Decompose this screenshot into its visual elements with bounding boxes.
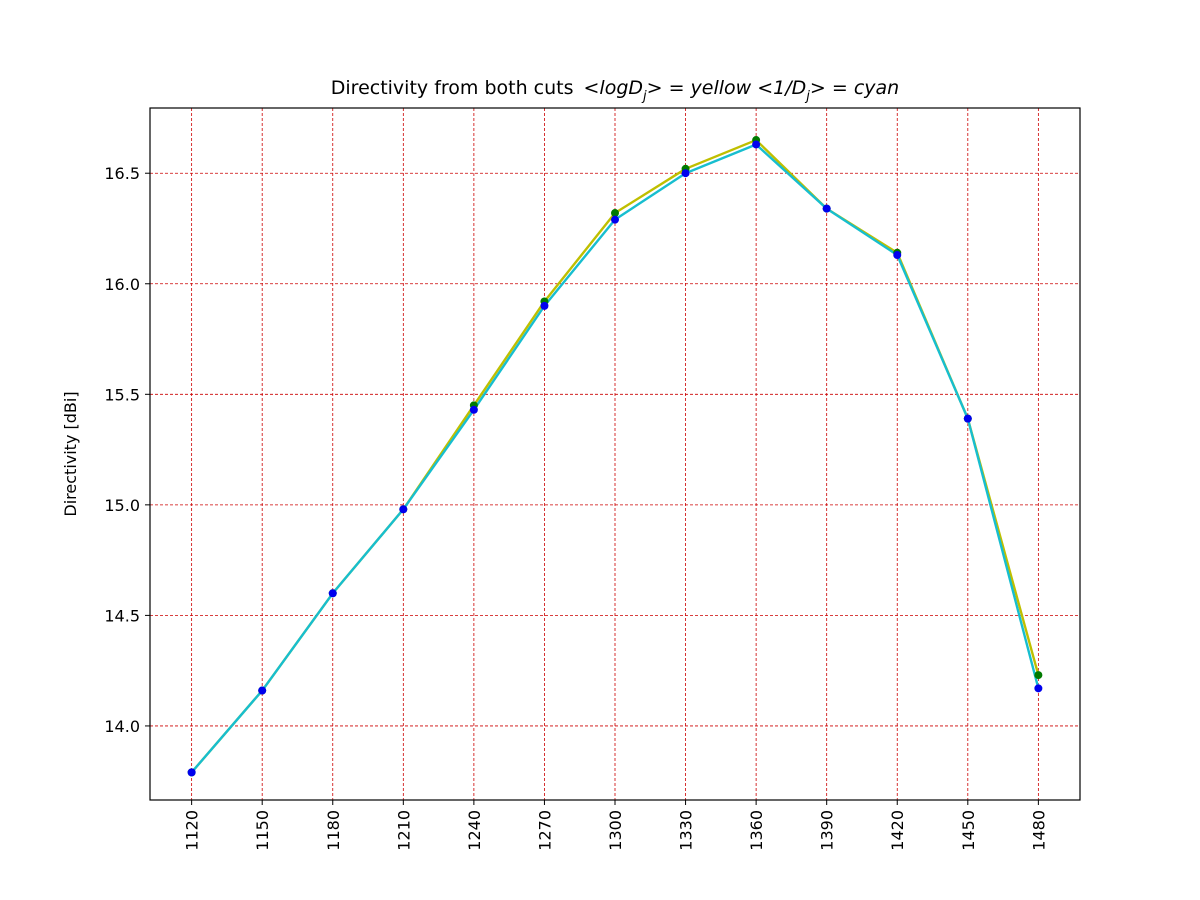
chart-title-prefix: Directivity from both cuts bbox=[331, 77, 574, 99]
x-tick-label: 1210 bbox=[394, 810, 413, 851]
y-tick-label: 16.5 bbox=[104, 164, 140, 183]
chart-title-sub1: j bbox=[641, 89, 647, 104]
y-tick-label: 15.5 bbox=[104, 385, 140, 404]
x-tick-label: 1330 bbox=[677, 810, 696, 851]
series-2-point bbox=[822, 204, 831, 213]
x-tick-label: 1240 bbox=[465, 810, 484, 851]
x-tick-label: 1120 bbox=[183, 810, 202, 851]
x-tick-label: 1360 bbox=[747, 810, 766, 851]
series-2-point bbox=[469, 405, 478, 414]
series-2-point bbox=[752, 140, 761, 149]
y-tick-label: 14.5 bbox=[104, 606, 140, 625]
x-tick-label: 1480 bbox=[1029, 810, 1048, 851]
x-tick-label: 1390 bbox=[818, 810, 837, 851]
chart-title-part1: <logD bbox=[584, 77, 644, 99]
series-2-point bbox=[399, 505, 408, 514]
series-2-point bbox=[681, 169, 690, 178]
y-tick-label: 15.0 bbox=[104, 496, 140, 515]
series-2-point bbox=[258, 686, 267, 695]
series-2-point bbox=[328, 589, 337, 598]
x-tick-label: 1450 bbox=[959, 810, 978, 851]
series-2-point bbox=[611, 215, 619, 224]
series-markers bbox=[187, 136, 1043, 777]
axis-ticks: 1120 1150 1180 1210 1240 1270 1300 1330 1360 1390… bbox=[104, 164, 1048, 850]
series-1-point bbox=[1034, 671, 1043, 680]
y-tick-label: 16.0 bbox=[104, 275, 140, 294]
chart-title-part2: > = yellow <1/D bbox=[647, 77, 807, 99]
series-2-point bbox=[1034, 684, 1043, 693]
x-tick-label: 1180 bbox=[324, 810, 343, 851]
series-2-point bbox=[540, 301, 549, 310]
y-axis-label: Directivity [dBi] bbox=[61, 391, 80, 516]
chart-title: Directivity from both cuts <logDj> = yell… bbox=[331, 77, 899, 104]
chart-title-part3: > = cyan bbox=[810, 77, 899, 99]
series-2-point bbox=[187, 768, 196, 777]
x-tick-label: 1270 bbox=[535, 810, 554, 851]
y-tick-label: 14.0 bbox=[104, 717, 140, 736]
series-2-point bbox=[893, 251, 902, 260]
series-1-point bbox=[611, 209, 619, 218]
x-tick-label: 1300 bbox=[606, 810, 625, 851]
x-tick-label: 1150 bbox=[253, 810, 272, 851]
series-2-point bbox=[963, 414, 972, 423]
chart-title-sub2: j bbox=[804, 89, 810, 104]
x-tick-label: 1420 bbox=[888, 810, 907, 851]
